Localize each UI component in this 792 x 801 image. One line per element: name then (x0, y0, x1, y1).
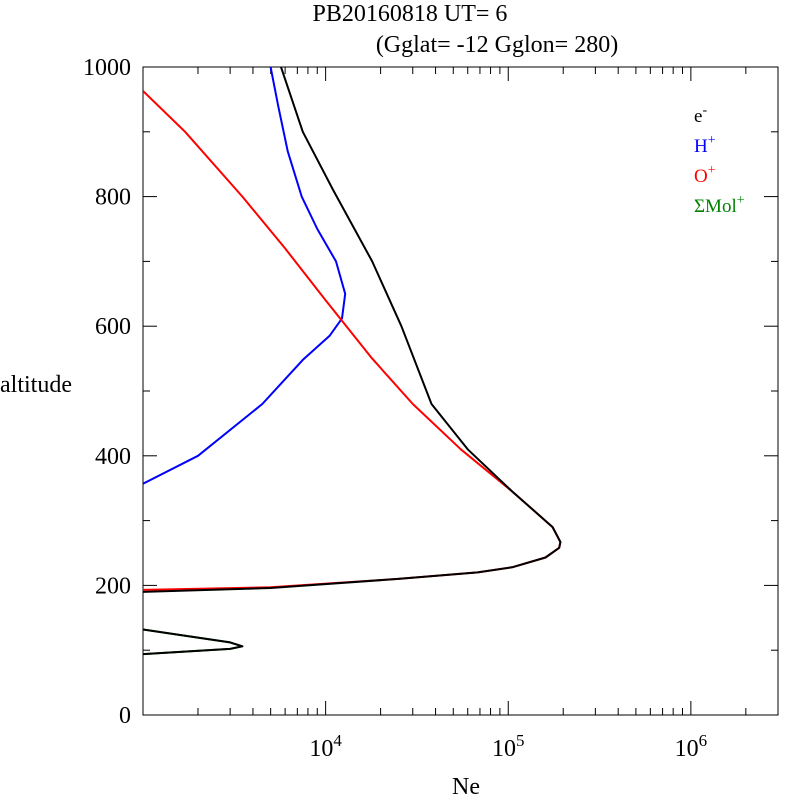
chart-title: PB20160818 UT= 6 (313, 1, 508, 27)
x-axis-label: Ne (452, 774, 480, 796)
series-line-2 (143, 90, 562, 591)
legend-entry: e- (694, 103, 707, 127)
legend-entry: H+ (694, 133, 716, 157)
y-tick-label: 800 (95, 185, 131, 211)
y-axis-label: altitude (0, 372, 72, 398)
legend-entry: ΣMol+ (694, 193, 745, 217)
x-tick-label: 106 (675, 731, 708, 762)
plot-frame (142, 66, 779, 716)
series-line-1 (143, 67, 347, 485)
y-tick-label: 600 (95, 314, 131, 340)
x-tick-label: 104 (309, 731, 342, 762)
y-tick-label: 400 (95, 444, 131, 470)
x-tick-label: 105 (492, 731, 524, 762)
plot-area: 0 200 400 600 800 1000 104 105 106 e- H+ O+ ΣMol+ (83, 55, 779, 762)
chart-subtitle: (Gglat= -12 Gglon= 280) (376, 32, 618, 58)
legend-entry: O+ (694, 163, 716, 187)
series-line-3 (143, 67, 562, 656)
y-tick-label: 200 (95, 573, 131, 599)
y-tick-label: 0 (119, 703, 131, 729)
y-tick-label: 1000 (83, 55, 131, 81)
